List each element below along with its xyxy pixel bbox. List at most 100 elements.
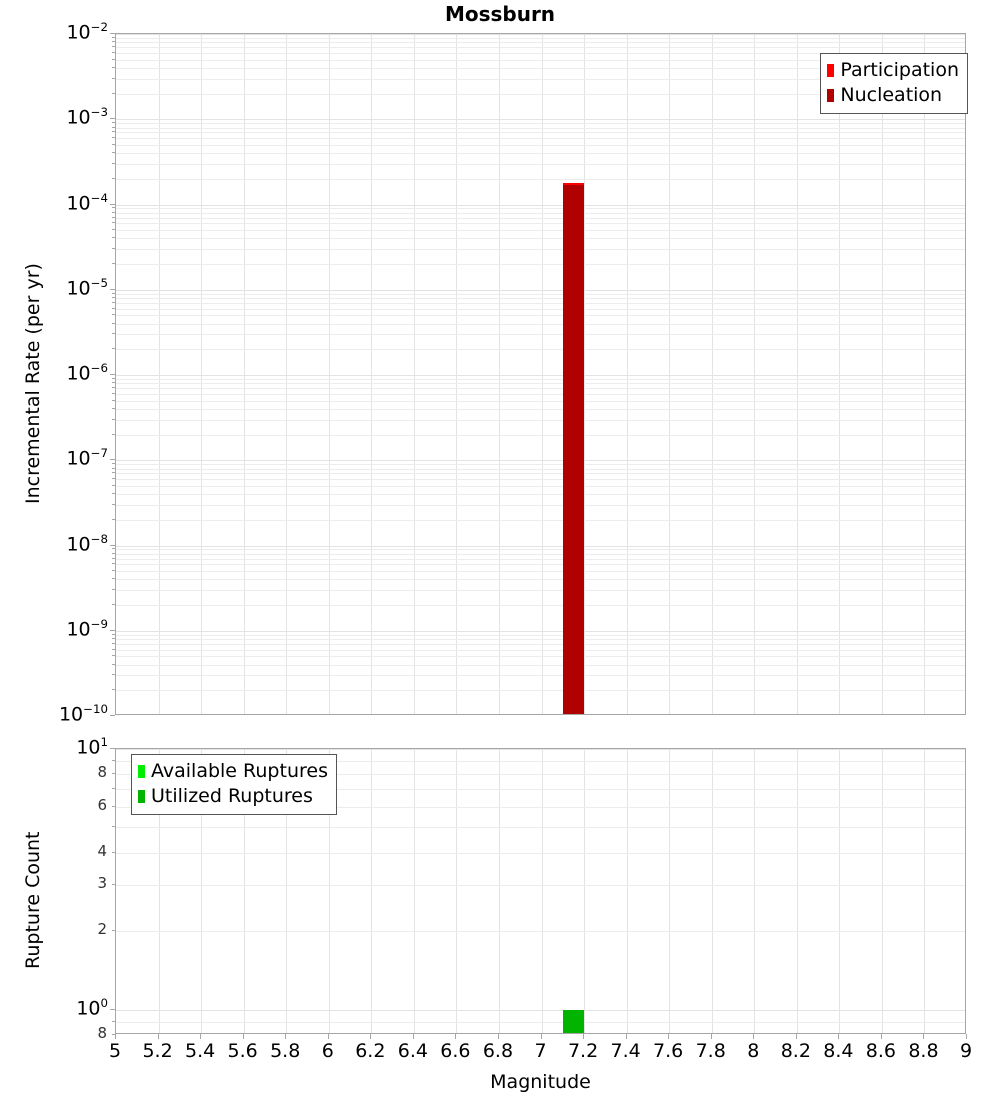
gridline-vertical <box>456 34 458 714</box>
y-tick-label-minor-bottom: 8 <box>97 1024 107 1042</box>
gridline-horizontal-minor <box>116 504 965 506</box>
y-tick-mark-minor-top <box>112 433 115 435</box>
gridline-horizontal-minor <box>116 144 965 146</box>
x-tick-mark <box>838 1034 840 1039</box>
gridline-horizontal-major <box>116 630 965 632</box>
y-tick-mark-minor-bottom <box>112 851 115 853</box>
gridline-horizontal-minor <box>116 434 965 436</box>
y-tick-mark-minor-bottom <box>112 759 115 761</box>
gridline-vertical <box>413 749 415 1033</box>
y-tick-mark-minor-top <box>112 638 115 639</box>
gridline-horizontal-minor <box>116 852 965 854</box>
gridline-vertical <box>881 34 883 714</box>
gridline-horizontal-minor <box>116 605 965 607</box>
gridline-horizontal-minor <box>116 293 965 295</box>
gridline-vertical <box>158 749 160 1033</box>
y-tick-mark-top <box>110 203 115 205</box>
gridline-vertical <box>243 749 245 1033</box>
gridline-horizontal-minor <box>116 931 965 933</box>
y-tick-mark-minor-top <box>112 333 115 335</box>
x-tick-mark <box>668 1034 670 1039</box>
legend-item[interactable]: Nucleation <box>827 83 959 108</box>
y-tick-mark-minor-top <box>112 484 115 486</box>
x-tick-mark <box>795 1034 797 1039</box>
gridline-horizontal-minor <box>116 664 965 666</box>
legend-item[interactable]: Participation <box>827 58 959 83</box>
gridline-vertical <box>456 749 458 1033</box>
gridline-horizontal-minor <box>116 774 965 776</box>
gridline-horizontal-minor <box>116 464 965 466</box>
gridline-horizontal-minor <box>116 249 965 251</box>
y-tick-mark-minor-bottom <box>112 805 115 807</box>
gridline-horizontal-minor <box>116 760 965 762</box>
y-tick-mark-minor-top <box>112 152 115 154</box>
gridline-vertical <box>328 34 330 714</box>
y-tick-mark-top <box>110 374 115 375</box>
y-tick-mark-minor-top <box>112 307 115 309</box>
legend-item[interactable]: Utilized Ruptures <box>138 784 328 809</box>
y-tick-label-top: 10−7 <box>66 446 108 470</box>
y-tick-mark-minor-top <box>112 207 115 209</box>
gridline-vertical <box>413 34 415 714</box>
legend-bottom: Available Ruptures Utilized Ruptures <box>131 754 337 815</box>
y-tick-mark-minor-top <box>112 36 115 38</box>
gridline-horizontal-minor <box>116 132 965 134</box>
x-tick-label: 5.6 <box>227 1040 258 1062</box>
y-tick-mark-minor-top <box>112 382 115 384</box>
y-axis-label-bottom: Rupture Count <box>22 831 44 970</box>
x-tick-mark <box>157 1034 159 1039</box>
y-tick-mark-top <box>110 544 115 546</box>
y-tick-label-top: 10−2 <box>66 20 108 44</box>
y-tick-mark-minor-top <box>112 478 115 480</box>
y-tick-mark-minor-top <box>112 648 115 650</box>
y-tick-mark-minor-top <box>112 177 115 179</box>
x-tick-label: 5.2 <box>142 1040 173 1062</box>
gridline-horizontal-minor <box>116 564 965 566</box>
y-tick-label-top: 10−10 <box>58 702 108 726</box>
gridline-horizontal-minor <box>116 690 965 692</box>
x-tick-mark <box>200 1034 202 1039</box>
y-tick-mark-minor-top <box>112 407 115 409</box>
x-axis-label: Magnitude <box>490 1071 591 1093</box>
y-tick-mark-minor-top <box>112 467 115 469</box>
gridline-horizontal-minor <box>116 806 965 808</box>
gridline-vertical <box>796 749 798 1033</box>
y-tick-mark-minor-top <box>112 77 115 79</box>
gridline-vertical <box>669 34 671 714</box>
y-tick-mark-minor-top <box>112 563 115 565</box>
gridline-vertical <box>626 34 628 714</box>
gridline-vertical <box>839 34 841 714</box>
x-tick-label: 6.2 <box>355 1040 386 1062</box>
legend-label: Participation <box>840 59 959 81</box>
x-tick-mark <box>710 1034 712 1039</box>
x-tick-mark <box>115 1034 116 1039</box>
y-tick-mark-minor-top <box>112 493 115 495</box>
y-tick-mark-minor-top <box>112 229 115 231</box>
gridline-vertical <box>711 34 713 714</box>
legend-item[interactable]: Available Ruptures <box>138 759 328 784</box>
y-tick-mark-top <box>110 118 115 120</box>
gridline-horizontal-minor <box>116 47 965 49</box>
y-tick-mark-minor-top <box>112 46 115 48</box>
y-tick-label-bottom: 101 <box>76 735 108 759</box>
gridline-horizontal-minor <box>116 52 965 54</box>
y-tick-label-minor-bottom: 4 <box>97 841 107 860</box>
gridline-horizontal-major <box>116 119 965 121</box>
gridline-horizontal-minor <box>116 37 965 39</box>
y-tick-mark-minor-bottom <box>112 826 115 828</box>
gridline-vertical <box>881 749 883 1033</box>
gridline-horizontal-minor <box>116 468 965 470</box>
y-tick-label-top: 10−6 <box>66 361 108 385</box>
gridline-horizontal-minor <box>116 59 965 61</box>
y-tick-mark-minor-top <box>112 162 115 164</box>
y-tick-mark-minor-bottom <box>112 884 115 886</box>
y-tick-mark-minor-top <box>112 51 115 53</box>
y-tick-mark-minor-top <box>112 552 115 554</box>
y-tick-mark-minor-top <box>112 348 115 350</box>
gridline-horizontal-minor <box>116 308 965 310</box>
y-tick-mark-minor-top <box>112 548 115 550</box>
gridline-horizontal-minor <box>116 553 965 555</box>
x-tick-label: 6.4 <box>397 1040 428 1062</box>
gridline-horizontal-minor <box>116 656 965 658</box>
gridline-horizontal-minor <box>116 383 965 385</box>
